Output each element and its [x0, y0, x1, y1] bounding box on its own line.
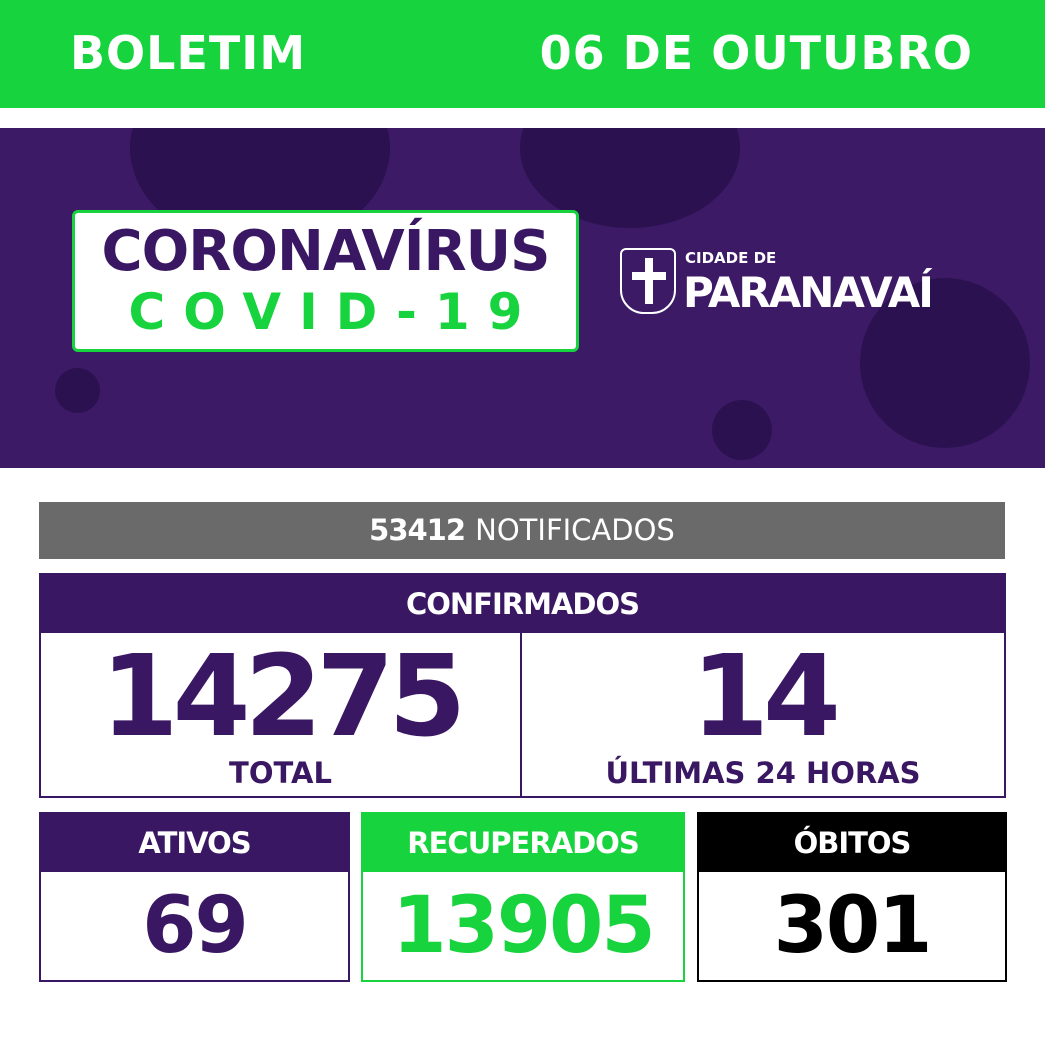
logo-city-name: PARANAVAÍ [683, 268, 934, 317]
title-covid: COVID-19 [128, 283, 541, 341]
city-logo: CIDADE DE PARANAVAÍ [620, 248, 1000, 318]
recuperados-value: 13905 [392, 881, 655, 971]
obitos-value: 301 [773, 881, 933, 971]
header-bar: BOLETIM 06 DE OUTUBRO [0, 0, 1045, 108]
confirmados-recent-cell: 14 ÚLTIMAS 24 HORAS [522, 633, 1004, 796]
notificados-value: 53412 [369, 513, 466, 547]
background-circle [712, 400, 772, 460]
recuperados-box: RECUPERADOS 13905 [361, 812, 685, 982]
logo-small-text: CIDADE DE [685, 249, 777, 267]
virus-icon [860, 278, 1030, 448]
confirmados-title: CONFIRMADOS [41, 575, 1004, 633]
title-box: CORONAVÍRUS COVID-19 [72, 210, 579, 352]
title-coronavirus: CORONAVÍRUS [101, 219, 551, 284]
ativos-value: 69 [142, 881, 249, 971]
confirmados-total-value: 14275 [100, 632, 467, 762]
header-title: BOLETIM [70, 26, 307, 80]
confirmados-total-cell: 14275 TOTAL [41, 633, 522, 796]
obitos-label: ÓBITOS [699, 814, 1005, 872]
obitos-box: ÓBITOS 301 [697, 812, 1007, 982]
ativos-box: ATIVOS 69 [39, 812, 350, 982]
confirmados-recent-label: ÚLTIMAS 24 HORAS [605, 756, 921, 790]
confirmados-total-label: TOTAL [229, 756, 332, 790]
notificados-bar: 53412 NOTIFICADOS [39, 502, 1005, 559]
virus-icon [55, 368, 100, 413]
confirmados-panel: CONFIRMADOS 14275 TOTAL 14 ÚLTIMAS 24 HO… [39, 573, 1006, 798]
ativos-label: ATIVOS [41, 814, 348, 872]
confirmados-recent-value: 14 [691, 632, 841, 762]
notificados-label: NOTIFICADOS [475, 513, 675, 547]
coat-of-arms-icon [620, 248, 676, 314]
recuperados-label: RECUPERADOS [363, 814, 683, 872]
banner [0, 128, 1045, 468]
header-date: 06 DE OUTUBRO [539, 26, 973, 80]
